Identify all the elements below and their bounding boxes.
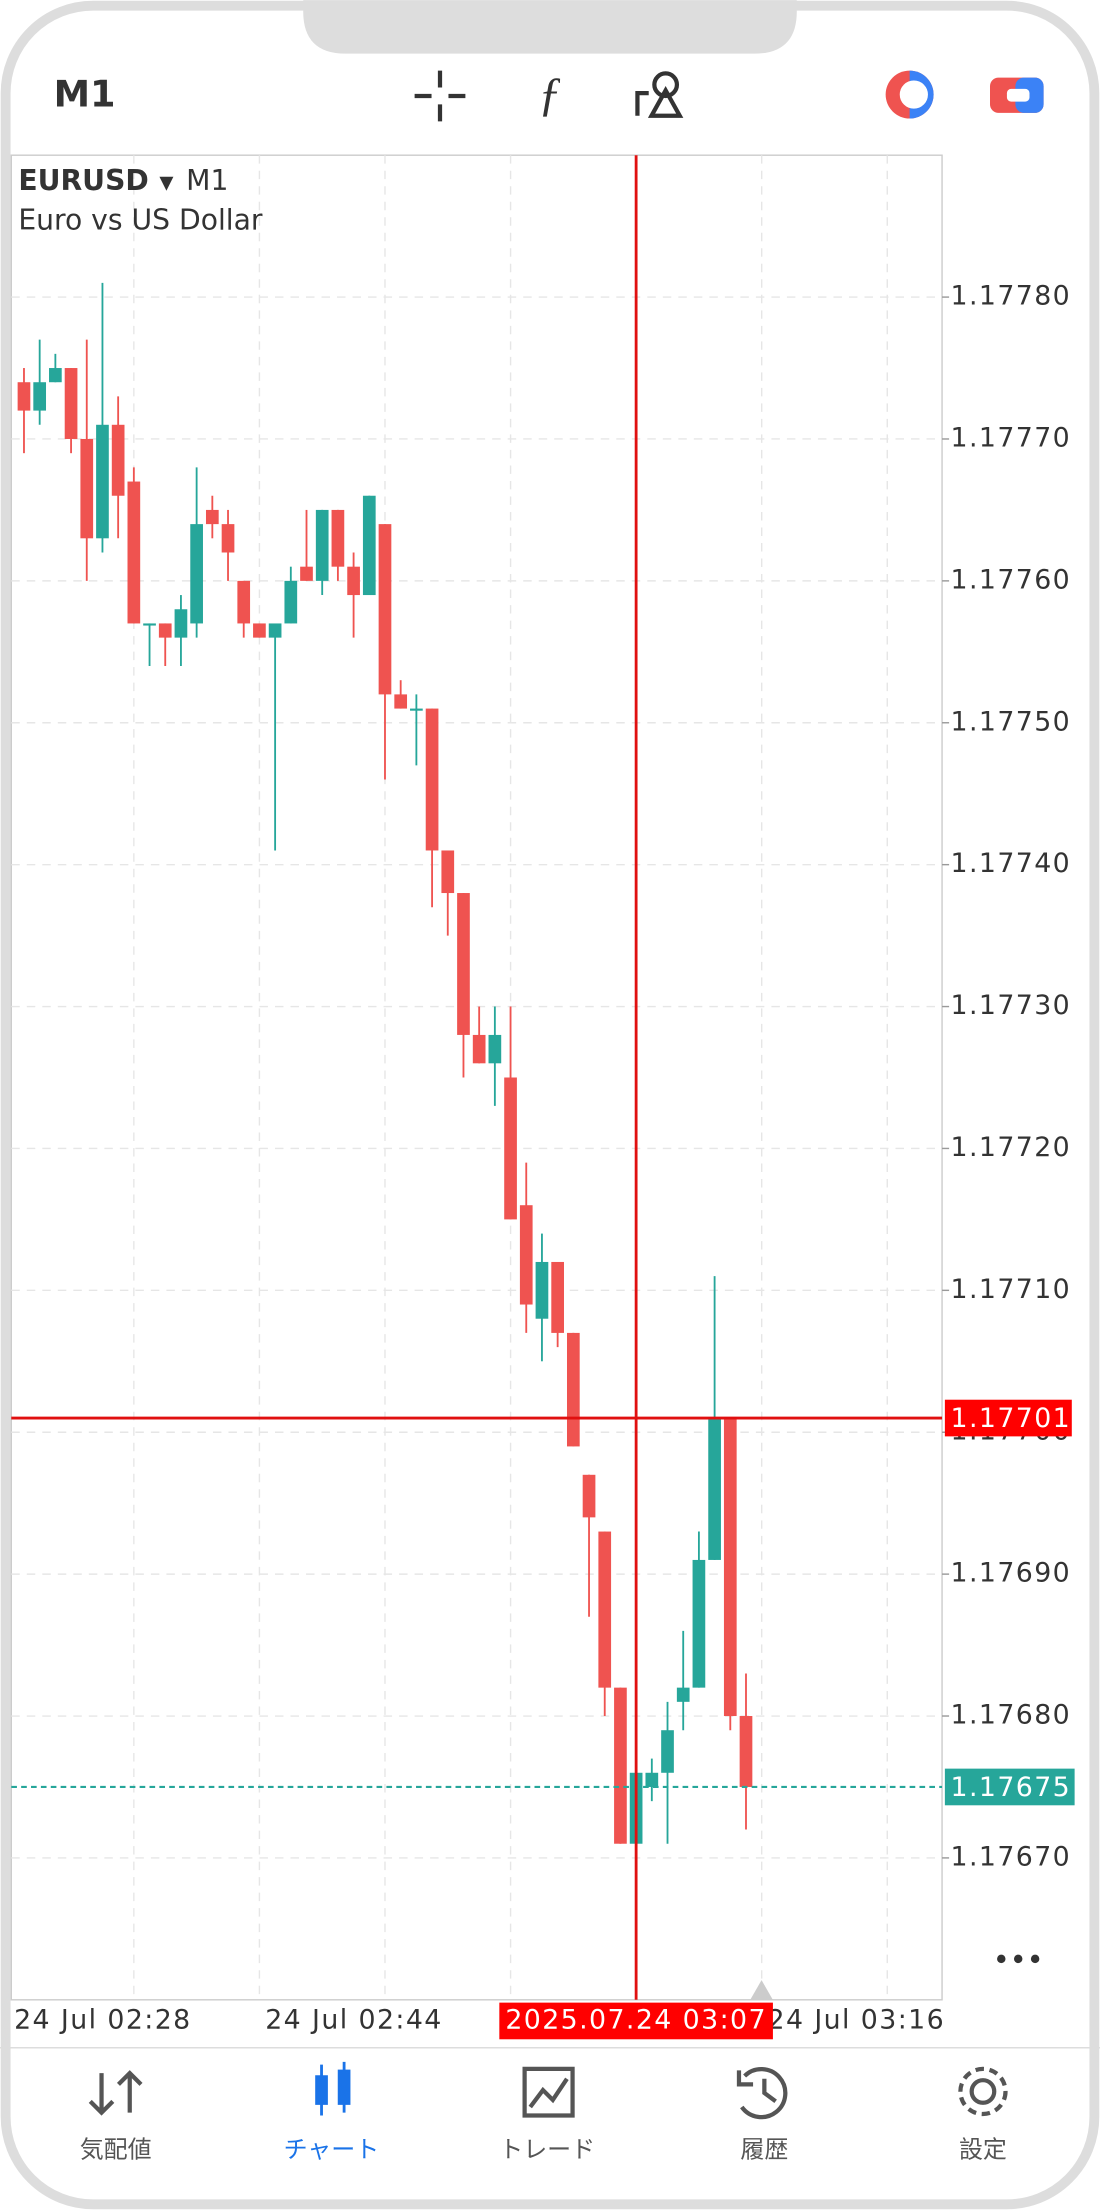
y-tick-label: 1.17680 [951,1700,1072,1731]
notch [303,0,797,54]
y-tick-label: 1.17690 [951,1558,1072,1589]
candle-body [457,893,470,1035]
candle-body [17,382,31,411]
crosshair-time-box [499,2002,773,2040]
candle-body [676,1687,690,1702]
candle-body [598,1531,612,1688]
crosshair-price-box [944,1399,1072,1437]
candle-body [158,623,172,638]
candle-body [174,609,188,638]
candle-body [315,509,329,581]
candle-body [237,580,251,624]
y-tick-label: 1.17720 [951,1132,1072,1163]
dropdown-arrow: ▼ [159,172,174,193]
candle-body [394,694,408,709]
nav-item[interactable]: 気配値 [80,2136,152,2164]
candle-body [488,1034,502,1064]
chart-timeframe: M1 [186,164,228,197]
candle-body [661,1730,674,1773]
candle-body [268,623,282,638]
candle-body [582,1474,596,1518]
candle-body [410,708,423,711]
crosshair-price-label: 1.17701 [951,1403,1072,1434]
objects-button[interactable] [635,71,684,118]
more-menu[interactable] [997,1954,1040,1964]
candle-body [504,1077,517,1220]
candle-body [205,509,219,525]
symbol[interactable]: EURUSD [18,164,148,197]
candle-body [362,495,376,596]
candle-body [300,566,313,581]
candle-body [551,1261,564,1333]
candle-body [378,524,392,695]
y-tick-label: 1.17740 [951,848,1072,879]
timeframe-button[interactable]: M1 [54,72,116,115]
candle-body [80,438,94,539]
account-button[interactable] [990,77,1044,113]
chart-frame [10,154,943,2001]
candle-body [708,1418,721,1560]
candle-body [96,424,109,539]
nav-icons [88,2066,1008,2120]
candle-body [614,1687,627,1844]
y-tick-label: 1.17760 [951,564,1072,595]
y-tick-label: 1.17780 [951,281,1072,312]
current-price-label: 1.17675 [951,1772,1072,1803]
chart-nav-icon [315,2061,351,2116]
candle-body [284,580,298,624]
candle-body [425,708,439,851]
indicators-button[interactable]: ƒ [538,68,562,121]
candle-body [441,850,455,894]
candle-body [49,368,62,383]
candle-body [253,623,266,638]
y-tick-label: 1.17710 [951,1274,1072,1305]
y-tick-label: 1.17730 [951,990,1072,1021]
candle-body [33,382,47,411]
candle-body [331,509,345,567]
candle-body [535,1261,549,1319]
candle-body [111,424,125,496]
nav-item[interactable]: チャート [284,2136,380,2164]
nav-item[interactable]: トレード [499,2136,595,2164]
symbol-description: Euro vs US Dollar [18,203,263,236]
trade-button[interactable] [885,70,934,119]
x-tick-label: 24 Jul 02:44 [265,2004,443,2035]
candle-body [566,1332,580,1447]
candle-body [723,1418,737,1717]
candle-body [221,524,235,553]
nav-item[interactable]: 履歴 [740,2136,788,2164]
candle-body [645,1772,659,1787]
nav-item[interactable]: 設定 [959,2136,1007,2164]
y-tick-label: 1.17770 [951,422,1072,453]
candle-body [347,566,360,596]
y-tick-label: 1.17670 [951,1841,1072,1872]
x-tick-label: 24 Jul 03:16 [768,2004,946,2035]
candle-body [692,1559,706,1688]
crosshair-time-label: 2025.07.24 03:07 [505,2004,767,2035]
shift-marker [750,1980,773,2000]
candle-body [127,481,141,624]
current-price-box [944,1768,1075,1806]
candle-body [519,1205,533,1305]
crosshair-tool[interactable] [414,70,466,122]
y-tick-label: 1.17750 [951,706,1072,737]
x-tick-label: 24 Jul 02:28 [14,2004,192,2035]
candle-body [143,623,156,626]
candle-body [472,1034,486,1064]
candle-body [739,1716,753,1787]
candle-body [64,368,78,439]
candle-body [190,524,203,624]
